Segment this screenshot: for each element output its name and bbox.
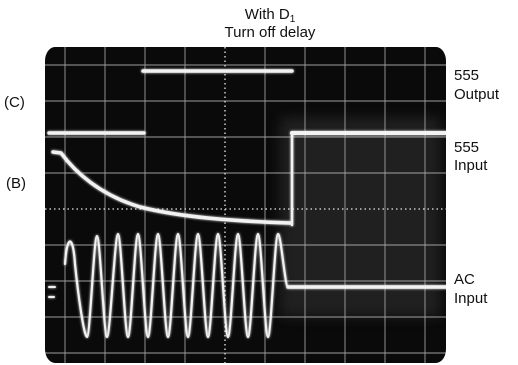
figure-title: With D1	[170, 6, 370, 25]
oscilloscope-screen	[45, 47, 446, 363]
label-555-output-2: Output	[454, 86, 500, 103]
trace-rc-decay	[51, 150, 292, 225]
oscilloscope-trace-image	[45, 47, 446, 363]
title-line1: With D1	[244, 6, 296, 25]
label-555-output-1: 555	[454, 67, 480, 84]
label-b: (B)	[6, 175, 26, 192]
figure-subtitle: Turn off delay	[224, 24, 316, 41]
label-ac-input-1: AC	[454, 271, 475, 288]
label-555-input-1: 555	[454, 139, 480, 156]
label-555-input-2: Input	[454, 157, 488, 174]
traces	[47, 69, 446, 339]
center-axes	[45, 47, 446, 363]
trace-left-marker	[48, 286, 56, 298]
label-ac-input-2: Input	[454, 290, 488, 307]
trace-ac-input	[63, 232, 290, 339]
label-c: (C)	[4, 94, 25, 111]
screen-haze	[280, 117, 440, 317]
